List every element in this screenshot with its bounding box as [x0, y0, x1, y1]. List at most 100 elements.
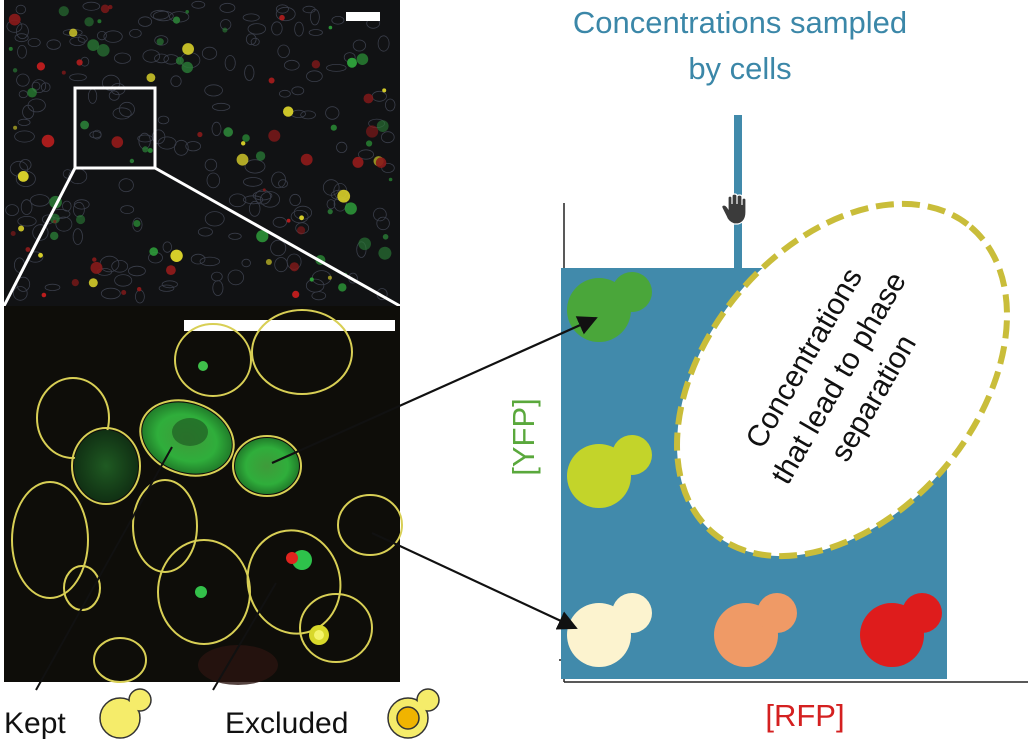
cell-outline [275, 6, 296, 22]
fluorescent-cell [80, 120, 89, 130]
fluorescent-cell [121, 290, 127, 295]
legend: Kept Excluded [4, 688, 440, 740]
cell-outline [112, 107, 132, 120]
cell-outline [376, 216, 390, 231]
fluorescent-cell [268, 77, 275, 84]
fluorescent-cell [12, 68, 18, 73]
cell-outline [5, 204, 19, 217]
cell-outline [100, 287, 121, 300]
fluorescent-cell [76, 214, 86, 225]
cell-outline [243, 177, 263, 187]
fluorescent-cell [76, 59, 83, 66]
fluorescent-cell [292, 290, 300, 298]
fluorescent-cell [156, 38, 164, 46]
cell-outline [89, 130, 102, 139]
fluorescent-cell [388, 177, 393, 182]
fluorescent-cell [166, 265, 176, 275]
phase-separation-region [674, 200, 1010, 560]
cell-outline [322, 179, 340, 196]
cell-outline [272, 216, 287, 228]
cell-outline [82, 1, 101, 11]
cell-outline [290, 210, 309, 224]
fluorescent-cell [84, 17, 94, 27]
fluorescent-cell [366, 140, 373, 147]
cell-outline [247, 23, 266, 35]
fluorescent-cell [10, 231, 16, 236]
fluorescent-cell [181, 61, 193, 74]
cell-outline [18, 90, 28, 99]
fluorescent-cell [327, 209, 333, 215]
cell-outline [227, 269, 245, 286]
x-axis-label: [RFP] [765, 698, 844, 733]
scale-bar-zoom [184, 320, 395, 331]
zoom-connector-right [154, 166, 401, 308]
fluorescent-cell [69, 28, 78, 37]
fluorescent-cell [100, 4, 110, 14]
cell-outline [150, 9, 170, 20]
cell-outline [12, 286, 28, 301]
cell-outline [331, 15, 345, 25]
cell-outline [305, 278, 325, 293]
fluorescent-cell [133, 220, 141, 227]
cell-outline [274, 257, 288, 273]
fluorescent-cell [53, 219, 57, 224]
fluorescent-cell [241, 141, 246, 146]
zoom-connector-left [2, 167, 77, 307]
cell-outline [352, 39, 366, 52]
cell-outline [132, 217, 143, 232]
kept-pointer-line [35, 446, 173, 691]
cell-outline [228, 193, 247, 208]
fluorescent-cell [328, 25, 333, 30]
fluorescent-cell [50, 231, 59, 241]
cell-outline [73, 199, 90, 210]
fluorescent-cell [36, 62, 46, 71]
cell-outline [44, 283, 61, 291]
fluorescent-cell [327, 275, 332, 280]
cell-outline [17, 44, 27, 59]
cell-outline [248, 200, 261, 217]
cell-outline [162, 241, 173, 253]
cell-outline [118, 178, 134, 193]
cell-outline [377, 35, 390, 52]
fluorescent-cell [97, 19, 102, 24]
cell-outline [15, 170, 36, 187]
excluded-label: Excluded [225, 707, 348, 740]
fluorescent-cell [382, 234, 389, 240]
cell-outline [40, 82, 51, 92]
cell-outline [252, 190, 273, 201]
cell-outline [129, 29, 142, 38]
fluorescent-cell [286, 218, 291, 223]
arrow-empty-to-plot [371, 532, 578, 630]
cell-outline [55, 216, 73, 232]
cell-outline [16, 276, 31, 292]
cell-outline [158, 284, 175, 292]
cell-outline [228, 232, 242, 240]
cell-outline [373, 207, 387, 222]
cell-icon-low-yfp-low-rfp [567, 593, 652, 667]
fluorescent-cell [268, 129, 281, 142]
arrow-kept-to-plot [271, 316, 598, 465]
fluorescent-cell [137, 287, 142, 292]
cell-outline [204, 84, 223, 97]
fluorescent-cell [38, 252, 43, 258]
cell-outline [277, 44, 290, 59]
excluded-cell-icon [387, 688, 440, 739]
fluorescent-cell [27, 87, 37, 98]
cell-outline [204, 158, 218, 172]
fluorescent-cell [309, 277, 314, 282]
cell-outline [308, 29, 323, 36]
cell-outline [385, 98, 396, 112]
cell-outline [336, 141, 348, 153]
cell-outline [174, 139, 189, 156]
fluorescent-cell [146, 73, 156, 82]
kept-cell-dim [74, 430, 138, 502]
cell-outline [157, 115, 170, 125]
cell-outline [19, 159, 32, 171]
cell-outline [259, 191, 280, 208]
fluorescent-cell [61, 70, 66, 75]
fluorescent-cell [71, 279, 79, 287]
cell-outline [283, 59, 300, 71]
cell-outline [29, 194, 50, 207]
cell-outline [271, 21, 283, 36]
